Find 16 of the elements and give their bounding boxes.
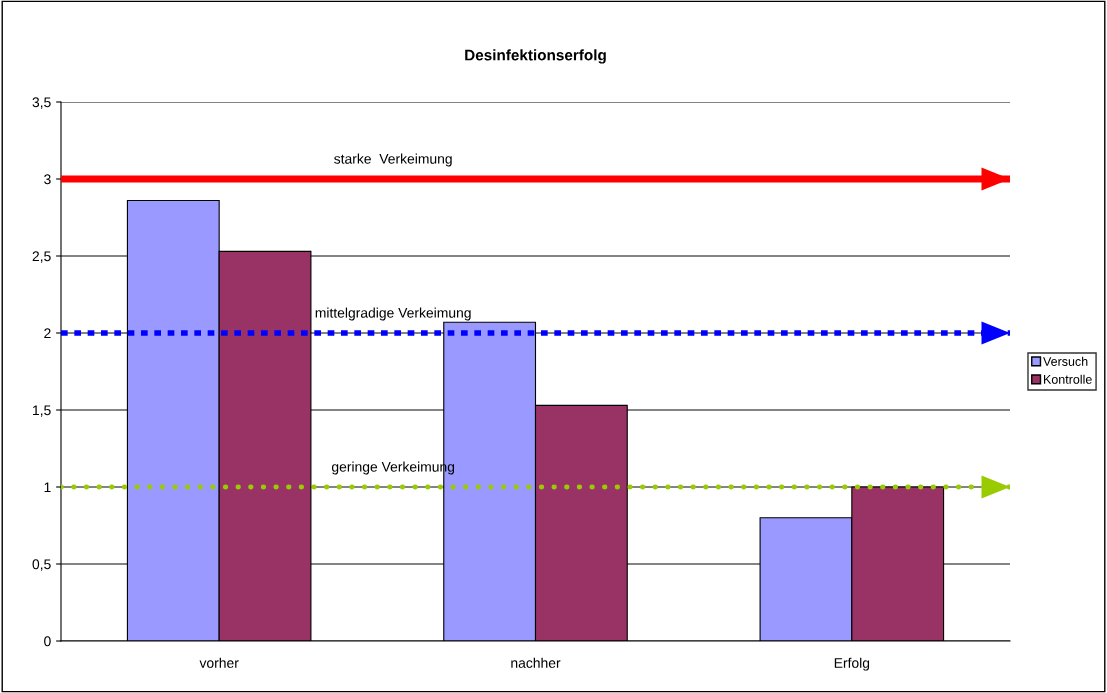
chart-title: Desinfektionserfolg: [465, 49, 606, 64]
y-tick-label: 2: [44, 328, 51, 339]
legend-label: Kontrolle: [1044, 374, 1092, 384]
y-tick-label: 3: [44, 174, 51, 185]
x-tick-label: Erfolg: [834, 657, 870, 671]
x-tick-label: nachher: [511, 657, 561, 668]
ref-line-label: mittelgradige Verkeimung: [315, 307, 471, 321]
y-tick-label: 0,5: [32, 559, 51, 571]
y-tick-label: 2,5: [32, 251, 51, 263]
ref-line-label: starke Verkeimung: [334, 153, 452, 167]
x-tick-label: vorher: [199, 657, 239, 668]
legend-label: Versuch: [1043, 356, 1088, 366]
y-tick-label: 1: [44, 482, 51, 493]
y-tick-label: 1,5: [33, 405, 51, 417]
y-tick-label: 3,5: [32, 97, 51, 109]
y-tick-label: 0: [44, 636, 51, 647]
